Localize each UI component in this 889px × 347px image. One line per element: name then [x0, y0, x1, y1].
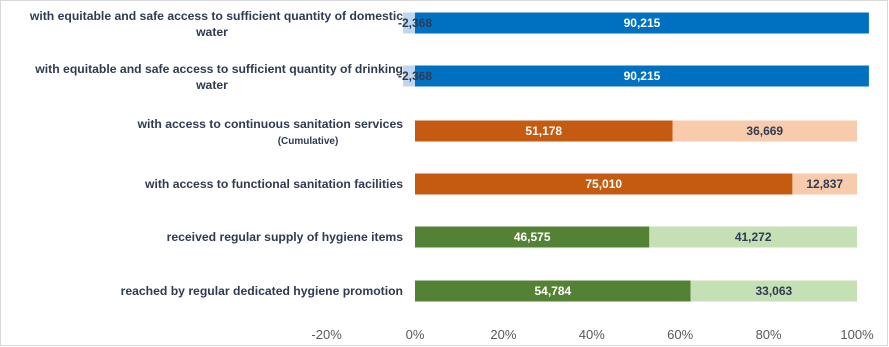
bar-remaining — [792, 173, 857, 195]
bar-reached — [415, 280, 691, 302]
x-tick-label: 40% — [579, 327, 605, 342]
bar-reached-label: 90,215 — [624, 69, 661, 83]
bar-remaining — [690, 280, 857, 302]
category-label: with access to functional sanitation fac… — [144, 177, 403, 191]
x-tick-label: 20% — [490, 327, 516, 342]
bar-reached-label: 90,215 — [624, 16, 661, 30]
bar-remaining-label: 41,272 — [735, 230, 772, 244]
category-sublabel: water — [195, 78, 228, 92]
x-tick-label: 60% — [667, 327, 693, 342]
bar-remaining-label: -2,368 — [398, 69, 432, 83]
category-sublabel: water — [195, 25, 228, 39]
bar-remaining — [672, 120, 857, 142]
bar-remaining-label: -2,368 — [398, 16, 432, 30]
bar-remaining-label: 33,063 — [755, 284, 792, 298]
bar-reached — [415, 226, 650, 248]
category-label: with equitable and safe access to suffic… — [34, 62, 403, 76]
bar-remaining — [649, 226, 857, 248]
category-label: received regular supply of hygiene items — [167, 230, 404, 244]
x-tick-label: 80% — [756, 327, 782, 342]
x-tick-label: -20% — [311, 327, 342, 342]
bar-reached — [415, 65, 869, 87]
bar-reached-label: 54,784 — [534, 284, 571, 298]
category-sublabel: (Cumulative) — [278, 136, 339, 147]
category-label: with equitable and safe access to suffic… — [29, 9, 403, 23]
bar-reached-label: 51,178 — [525, 124, 562, 138]
x-tick-label: 100% — [840, 327, 874, 342]
bar-reached-label: 46,575 — [514, 230, 551, 244]
bar-reached — [415, 173, 793, 195]
bar-remaining — [403, 65, 415, 87]
bar-remaining-label: 12,837 — [806, 177, 843, 191]
bar-reached-label: 75,010 — [585, 177, 622, 191]
bar-remaining — [403, 12, 415, 34]
x-tick-label: 0% — [406, 327, 425, 342]
bar-reached — [415, 12, 869, 34]
category-label: with access to continuous sanitation ser… — [137, 117, 404, 131]
category-label: reached by regular dedicated hygiene pro… — [121, 284, 403, 298]
bar-remaining-label: 36,669 — [746, 124, 783, 138]
bar-reached — [415, 120, 673, 142]
